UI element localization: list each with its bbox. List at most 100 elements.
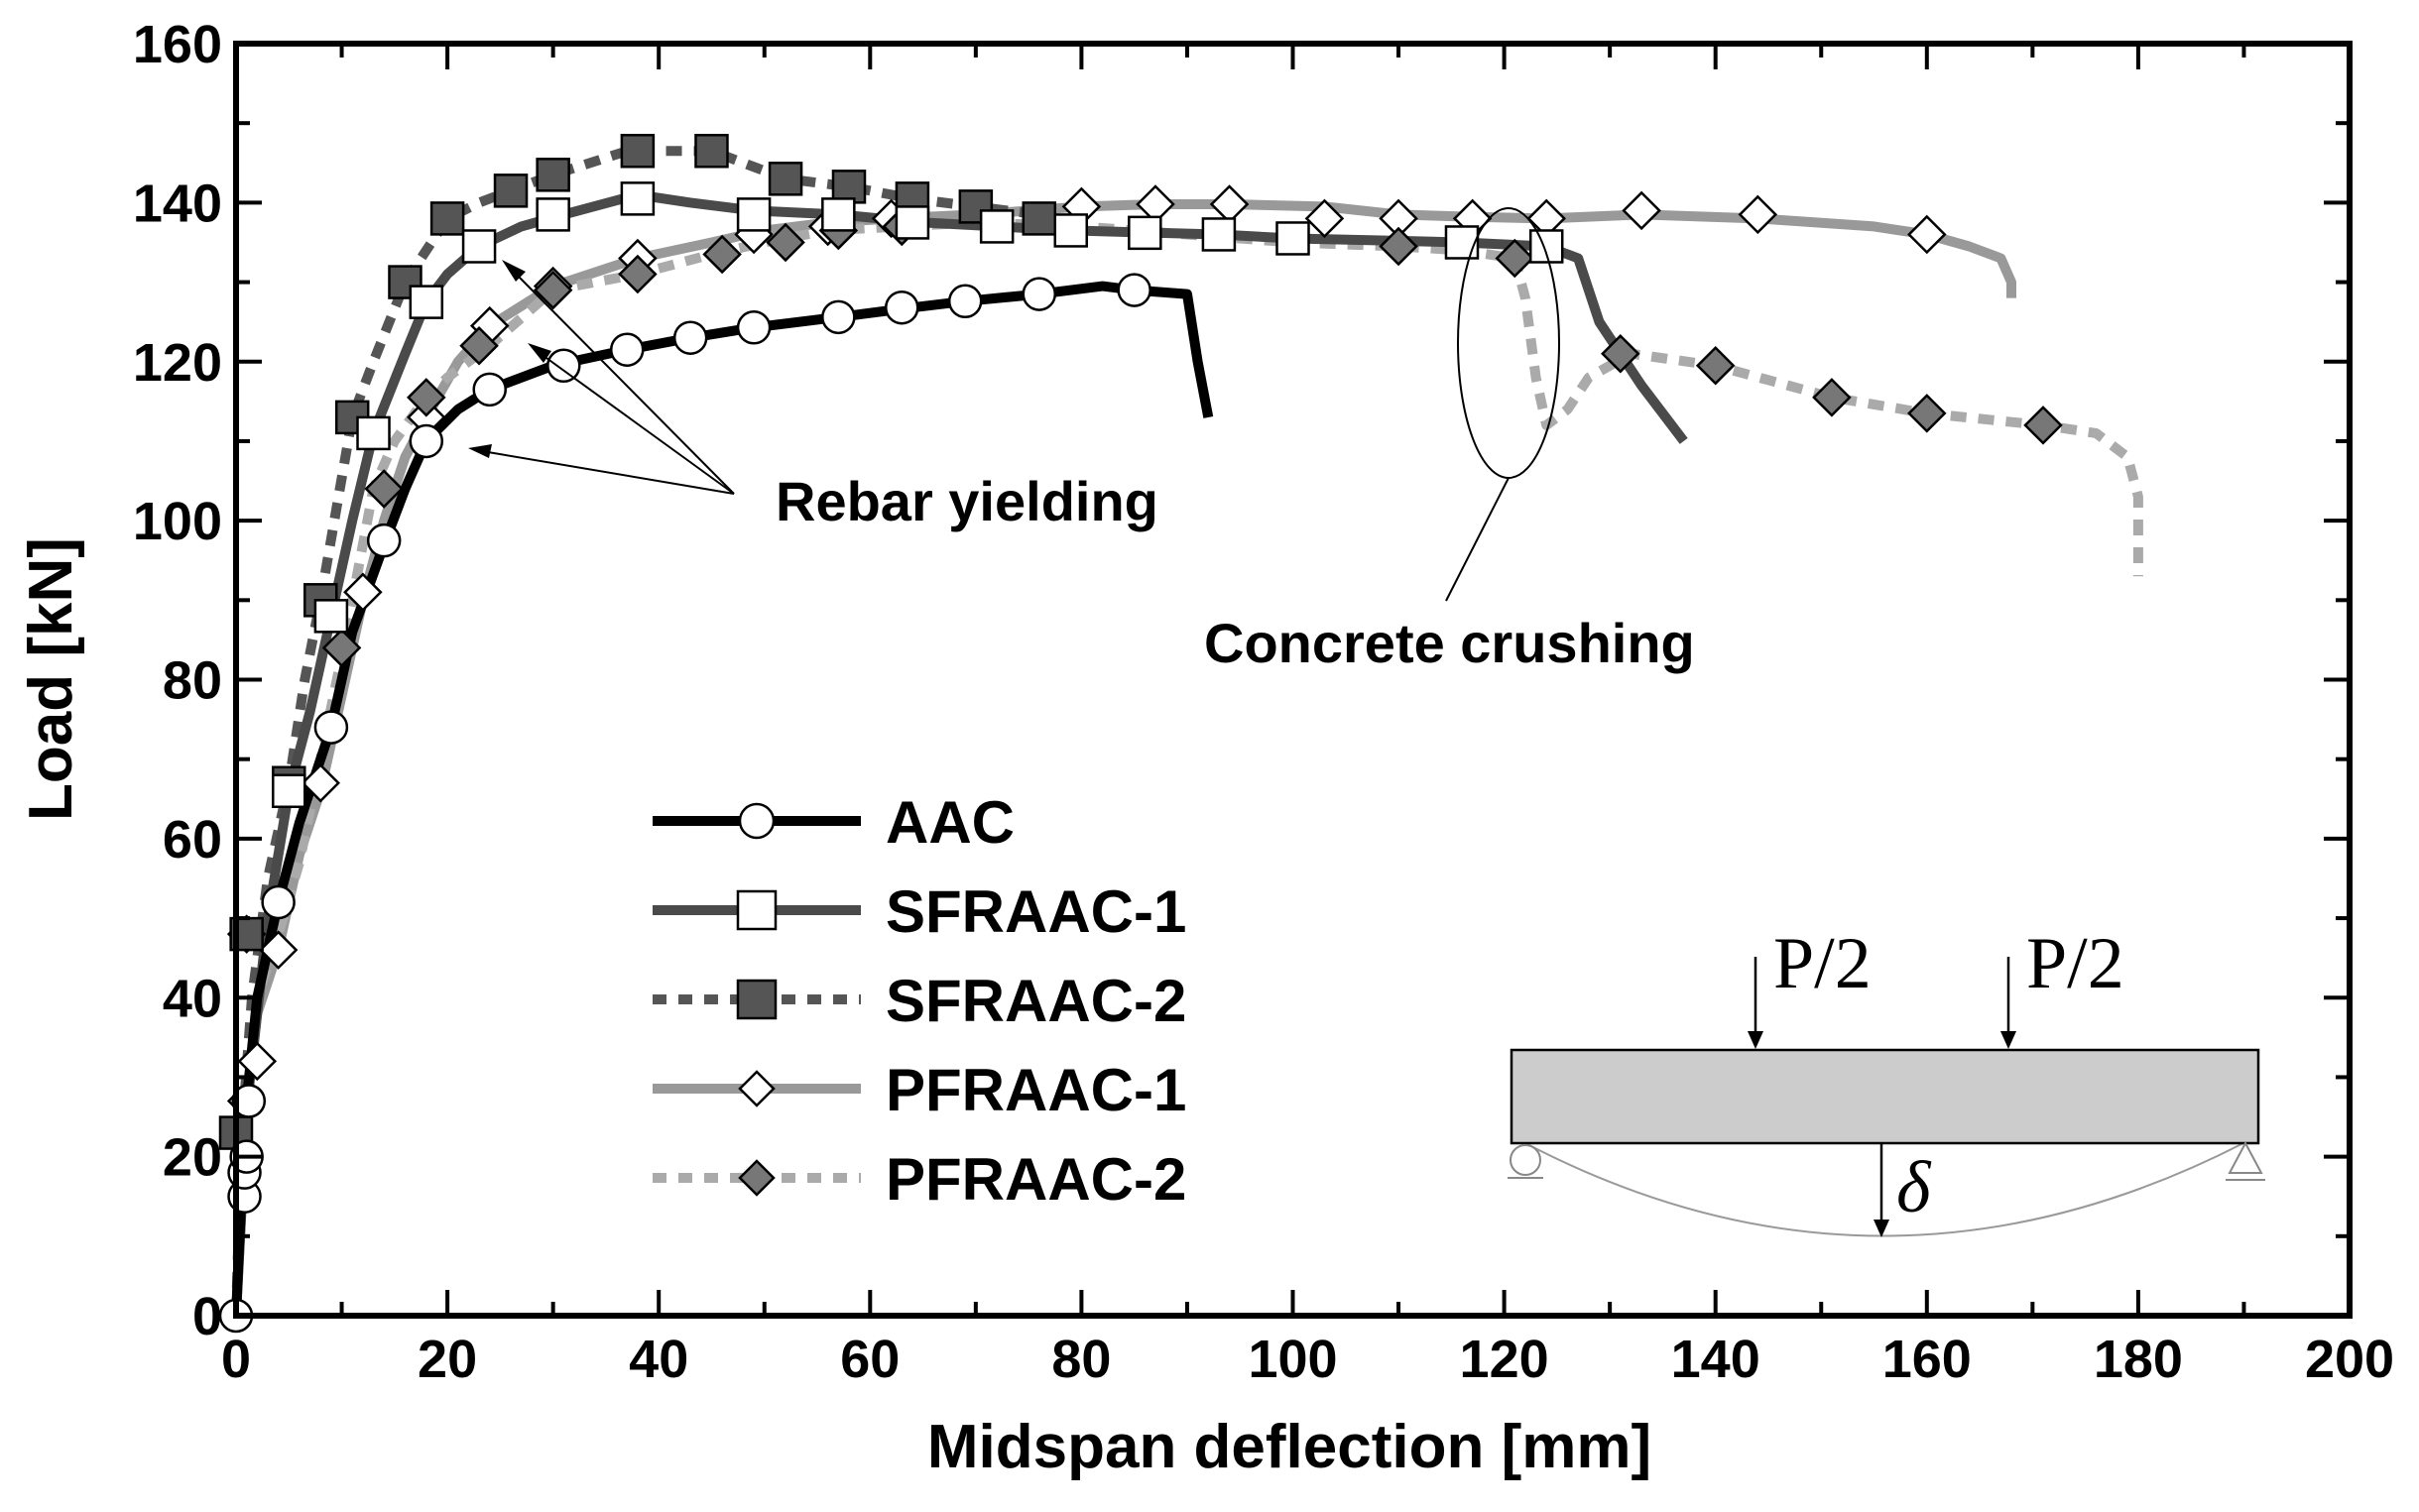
x-tick-label: 0 [221, 1330, 251, 1389]
y-tick-label: 160 [133, 15, 222, 74]
x-tick-label: 80 [1051, 1330, 1111, 1389]
data-point-sfraac-1 [461, 229, 497, 264]
x-tick-label: 40 [629, 1330, 688, 1389]
load-arrowhead-left [1748, 1031, 1763, 1049]
data-point-aac [736, 310, 772, 345]
data-point-sfraac-1 [1201, 217, 1237, 252]
data-point-aac [1117, 273, 1151, 307]
y-tick-label: 0 [192, 1287, 222, 1346]
pin-support-icon [2228, 1140, 2263, 1174]
data-point-pfraac-2 [407, 378, 446, 417]
rebar-arrow-2 [539, 352, 735, 495]
concrete-crushing-label: Concrete crushing [1204, 612, 1695, 674]
beam-rectangle [1510, 1048, 2260, 1145]
rebar-arrowhead-1 [502, 260, 526, 282]
data-point-sfraac-1 [272, 773, 306, 809]
x-tick-label: 200 [2305, 1330, 2394, 1389]
data-point-pfraac-2 [1907, 394, 1947, 433]
data-point-aac [821, 299, 856, 335]
rebar-yielding-label: Rebar yielding [776, 470, 1158, 532]
y-tick-label: 140 [133, 174, 222, 233]
load-arrowhead-right [2000, 1031, 2016, 1049]
data-point-sfraac-1 [821, 197, 856, 232]
data-point-pfraac-1 [343, 572, 383, 613]
data-point-sfraac-1 [536, 197, 570, 232]
data-point-sfraac-2 [1022, 201, 1057, 236]
data-point-pfraac-2 [321, 628, 362, 668]
data-point-sfraac-1 [1053, 213, 1088, 248]
legend-label-pfraac-1: PFRAAC-1 [886, 1057, 1186, 1123]
data-point-pfraac-2 [2023, 406, 2063, 445]
legend-item-aac: AAC [653, 789, 1015, 856]
legend-label-sfraac-1: SFRAAC-1 [886, 878, 1186, 945]
data-point-sfraac-1 [895, 205, 930, 240]
data-point-sfraac-1 [409, 285, 444, 319]
deflection-arrowhead [1874, 1220, 1889, 1237]
rebar-arrowhead-3 [468, 444, 492, 458]
data-point-pfraac-2 [1379, 226, 1418, 267]
load-label-left: P/2 [1773, 923, 1872, 1004]
data-point-pfraac-1 [237, 1041, 278, 1082]
legend-item-pfraac-2: PFRAAC-2 [653, 1146, 1186, 1213]
data-point-aac [261, 884, 296, 920]
rebar-arrow-3 [481, 450, 735, 495]
data-point-sfraac-1 [1528, 229, 1564, 264]
crushing-leader-line [1445, 477, 1510, 602]
data-point-aac [947, 284, 983, 319]
y-tick-label: 80 [163, 651, 222, 711]
data-point-pfraac-2 [618, 254, 658, 294]
data-point-pfraac-2 [1495, 238, 1535, 279]
legend-label-sfraac-2: SFRAAC-2 [886, 968, 1186, 1034]
y-tick-label: 120 [133, 333, 222, 393]
data-point-pfraac-2 [1601, 333, 1640, 374]
legend-item-sfraac-1: SFRAAC-1 [653, 878, 1186, 945]
x-tick-label: 160 [1882, 1330, 1972, 1389]
data-point-aac [409, 423, 444, 459]
axis-ticks [234, 42, 2352, 1318]
x-tick-label: 20 [418, 1330, 477, 1389]
data-point-aac [231, 1084, 267, 1118]
data-point-pfraac-1 [1622, 190, 1661, 231]
y-tick-label: 100 [133, 492, 222, 551]
data-point-aac [546, 348, 581, 384]
data-point-sfraac-2 [536, 158, 570, 192]
deflected-shape-curve [1524, 1142, 2244, 1237]
data-point-pfraac-1 [258, 930, 299, 970]
data-point-aac [472, 372, 507, 407]
data-point-pfraac-1 [1738, 194, 1778, 235]
x-tick-label: 180 [2094, 1330, 2183, 1389]
load-label-right: P/2 [2026, 923, 2124, 1004]
data-point-sfraac-1 [1444, 225, 1480, 260]
concrete-crushing-annotation: Concrete crushing [1204, 207, 1695, 674]
data-point-aac [609, 332, 645, 367]
data-point-pfraac-2 [1812, 378, 1852, 417]
data-point-sfraac-2 [493, 174, 529, 208]
rebar-yielding-annotation: Rebar yielding [468, 260, 1158, 532]
data-point-sfraac-2 [831, 170, 867, 204]
legend-item-pfraac-1: PFRAAC-1 [653, 1057, 1186, 1123]
data-point-aac [313, 710, 349, 745]
data-point-sfraac-1 [620, 181, 656, 216]
y-tick-label: 20 [163, 1128, 222, 1188]
rebar-arrow-1 [515, 273, 735, 495]
data-point-sfraac-1 [356, 415, 391, 451]
rebar-arrowhead-2 [528, 343, 551, 363]
data-point-pfraac-2 [459, 325, 499, 366]
data-point-pfraac-1 [1209, 184, 1250, 224]
legend-label-aac: AAC [886, 789, 1015, 856]
series-markers-sfraac-1 [272, 181, 1564, 809]
data-point-aac [366, 523, 402, 558]
data-point-aac [885, 290, 919, 325]
y-axis-title: Load [kN] [17, 537, 85, 821]
beam-test-inset: P/2 P/2 δ [1508, 923, 2265, 1237]
data-point-sfraac-2 [768, 162, 803, 196]
data-point-sfraac-1 [736, 197, 772, 232]
series-line-sfraac-2 [231, 146, 1074, 1317]
legend: AAC SFRAAC-1 SFRAAC-2 PFRAAC-1 PFRAAC-2 [653, 789, 1186, 1213]
deflection-symbol: δ [1896, 1147, 1932, 1228]
axis-tick-labels: 0 20 40 60 80 100 120 140 160 180 200 0 20 40 60 80 100 1… [133, 15, 2394, 1389]
data-point-sfraac-1 [313, 599, 349, 634]
data-point-aac [1022, 277, 1057, 311]
data-point-sfraac-1 [1128, 215, 1162, 251]
x-axis-title: Midspan deflection [mm] [927, 1413, 1651, 1481]
